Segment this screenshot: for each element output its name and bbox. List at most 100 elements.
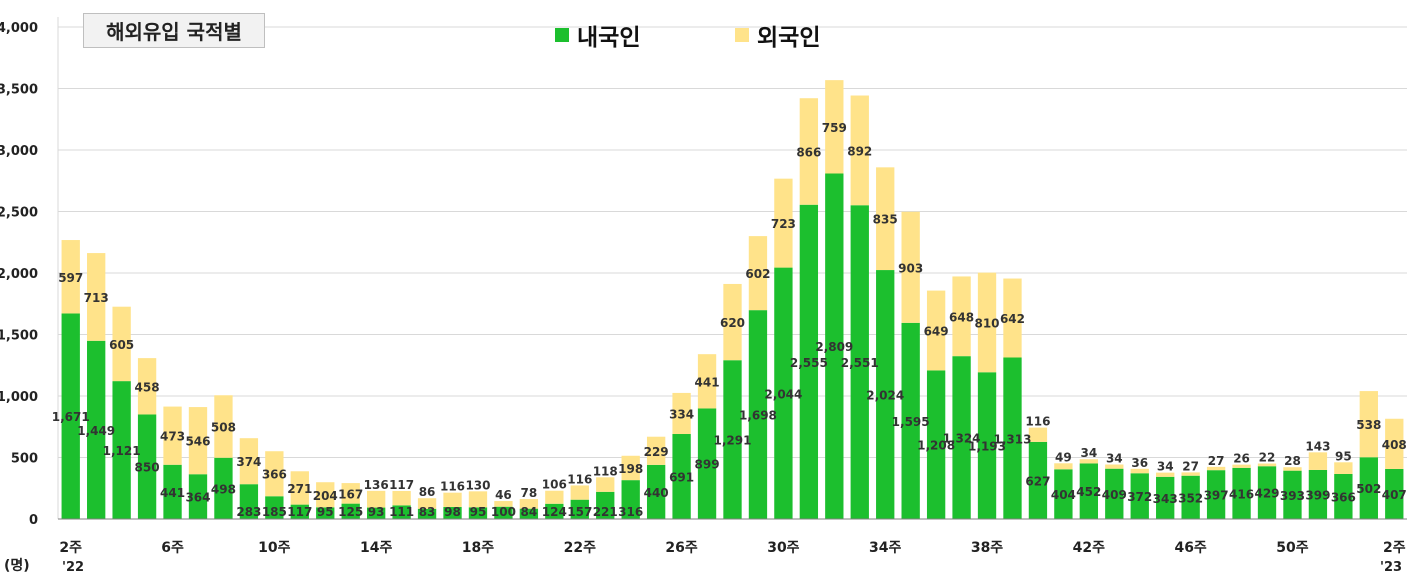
data-label-domestic: 899 <box>695 458 720 472</box>
x-tick-label: 6주 <box>161 540 184 556</box>
data-label-foreign: 374 <box>236 455 261 469</box>
data-label-domestic: 2,555 <box>790 356 828 370</box>
bar-foreign <box>163 406 182 465</box>
data-label-domestic: 84 <box>521 505 538 519</box>
bar-domestic <box>1308 469 1328 519</box>
bar-domestic <box>825 173 844 520</box>
bar-domestic <box>697 408 717 519</box>
bar-domestic <box>290 504 309 519</box>
bar-domestic <box>672 434 691 519</box>
bar-foreign <box>570 485 589 500</box>
bar-domestic <box>646 464 666 519</box>
data-label-foreign: 508 <box>211 421 236 435</box>
data-label-domestic: 1,698 <box>739 409 777 423</box>
bar-foreign <box>112 306 131 382</box>
data-label-foreign: 167 <box>338 487 363 501</box>
y-tick-label: 500 <box>11 452 38 467</box>
bar-foreign <box>290 471 309 505</box>
bar-domestic <box>417 508 437 519</box>
bar-domestic <box>748 310 768 519</box>
bar-foreign <box>1003 278 1022 358</box>
data-label-foreign: 26 <box>1233 452 1250 466</box>
bar-domestic <box>952 356 971 519</box>
bar-foreign <box>188 407 208 475</box>
bar-foreign <box>316 482 335 508</box>
bar-domestic <box>239 484 259 519</box>
data-label-foreign: 49 <box>1055 450 1072 464</box>
data-label-foreign: 22 <box>1259 451 1276 465</box>
bar-foreign <box>1334 462 1353 474</box>
bar-foreign <box>1308 452 1328 470</box>
bar-domestic <box>799 204 819 520</box>
data-label-domestic: 1,291 <box>714 434 752 448</box>
bar-domestic <box>545 503 564 519</box>
bar-domestic <box>1130 473 1149 519</box>
data-label-foreign: 892 <box>847 144 872 158</box>
bar-domestic <box>977 372 997 519</box>
bar-domestic <box>519 508 539 519</box>
data-label-domestic: 157 <box>567 505 592 519</box>
data-label-foreign: 118 <box>593 464 618 478</box>
data-label-foreign: 366 <box>262 468 287 482</box>
bar-domestic <box>188 474 208 519</box>
bar-domestic <box>214 457 233 519</box>
data-label-foreign: 271 <box>287 482 312 496</box>
bar-domestic <box>1283 470 1302 519</box>
bar-foreign <box>697 354 717 409</box>
data-label-foreign: 649 <box>924 325 949 339</box>
data-label-foreign: 27 <box>1208 454 1225 468</box>
bar-foreign <box>646 436 666 465</box>
data-label-domestic: 627 <box>1025 474 1050 488</box>
data-label-foreign: 546 <box>185 435 210 449</box>
bar-domestic <box>1359 457 1378 519</box>
bar-domestic <box>494 506 513 519</box>
bar-foreign <box>1206 466 1226 471</box>
bar-foreign <box>1079 459 1099 464</box>
legend-swatch-foreign <box>735 28 749 42</box>
bar-foreign <box>1283 467 1302 471</box>
x-tick-label: 2주 <box>59 540 82 556</box>
bar-foreign <box>621 455 640 481</box>
data-label-domestic: 440 <box>644 486 669 500</box>
data-label-domestic: 98 <box>444 505 461 519</box>
bar-domestic <box>850 205 869 520</box>
bar-domestic <box>1385 468 1404 519</box>
data-label-foreign: 759 <box>822 121 847 135</box>
x-tick-label: 46주 <box>1174 540 1206 556</box>
y-tick-label: 4,000 <box>0 21 38 36</box>
x-tick-label: 50주 <box>1276 540 1308 556</box>
bar-foreign <box>417 498 437 509</box>
bar-domestic <box>1054 469 1073 519</box>
bar-domestic <box>876 270 895 519</box>
data-label-domestic: 1,671 <box>52 410 90 424</box>
bar-foreign <box>87 253 106 341</box>
data-label-foreign: 229 <box>644 445 669 459</box>
bar-domestic <box>723 360 742 519</box>
bar-foreign <box>1257 463 1277 467</box>
data-label-foreign: 86 <box>419 485 436 499</box>
x-axis: 2주 6주 10주 14주 18주 22주 26주 30주 34주 38주 42주 46주 50주 2주 <box>58 518 1407 556</box>
data-label-foreign: 28 <box>1284 454 1301 468</box>
data-label-domestic: 221 <box>593 505 618 519</box>
bar-domestic <box>1156 476 1175 519</box>
bar-foreign <box>341 483 360 504</box>
data-label-domestic: 100 <box>491 505 516 519</box>
data-label-foreign: 34 <box>1080 446 1097 460</box>
bar-foreign <box>1359 391 1378 458</box>
bar-foreign <box>1156 472 1175 477</box>
data-label-foreign: 136 <box>364 478 389 492</box>
x-tick-label: 30주 <box>767 540 799 556</box>
bar-domestic <box>1105 468 1124 519</box>
data-label-foreign: 46 <box>495 488 512 502</box>
data-label-foreign: 473 <box>160 430 185 444</box>
y-tick-label: 3,500 <box>0 83 38 98</box>
bar-foreign <box>61 240 80 314</box>
bar-foreign <box>1130 468 1149 474</box>
data-label-foreign: 713 <box>84 291 109 305</box>
legend-label-foreign: 외국인 <box>757 25 821 51</box>
legend-label-domestic: 내국인 <box>577 25 641 51</box>
data-label-foreign: 334 <box>669 407 694 421</box>
data-label-foreign: 538 <box>1356 418 1381 432</box>
data-label-foreign: 441 <box>695 375 720 389</box>
y-axis: 0 500 1,000 1,500 2,000 2,500 3,000 3,500 4,000 <box>0 17 59 528</box>
